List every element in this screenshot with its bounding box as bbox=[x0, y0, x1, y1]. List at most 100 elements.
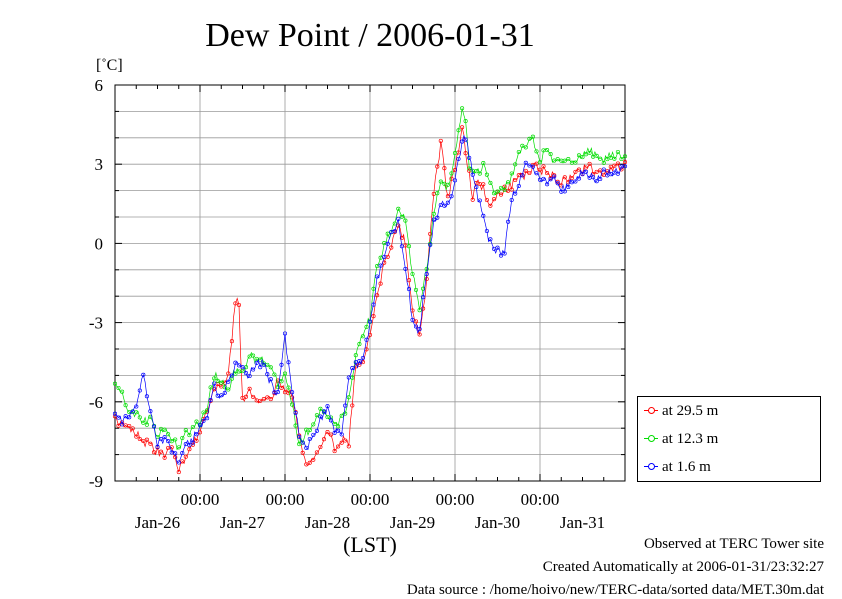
data-point bbox=[591, 175, 596, 180]
data-point bbox=[300, 440, 305, 445]
data-point bbox=[445, 182, 450, 187]
data-point bbox=[141, 438, 146, 444]
y-tick-label: -6 bbox=[89, 393, 103, 412]
data-point bbox=[180, 451, 185, 456]
data-point bbox=[187, 443, 192, 448]
data-point bbox=[222, 385, 227, 390]
chart-title: Dew Point / 2006-01-31 bbox=[205, 17, 535, 54]
data-point bbox=[491, 246, 497, 251]
data-point bbox=[516, 183, 521, 189]
data-point bbox=[141, 372, 146, 377]
data-point bbox=[251, 367, 256, 372]
data-point bbox=[353, 360, 358, 365]
data-point bbox=[392, 229, 397, 234]
data-point bbox=[509, 197, 514, 203]
data-point bbox=[158, 426, 164, 431]
data-point bbox=[406, 287, 412, 292]
data-point bbox=[233, 360, 238, 365]
data-point bbox=[399, 214, 404, 219]
data-point bbox=[399, 235, 404, 241]
data-point bbox=[190, 424, 195, 430]
data-point bbox=[286, 360, 291, 365]
grid-lines bbox=[115, 85, 625, 481]
data-point bbox=[566, 157, 571, 162]
data-point bbox=[208, 398, 213, 403]
data-point bbox=[456, 128, 461, 133]
data-point bbox=[183, 454, 188, 459]
data-point bbox=[134, 404, 139, 409]
data-point bbox=[410, 271, 415, 277]
data-point bbox=[364, 337, 369, 342]
data-point bbox=[413, 324, 419, 329]
data-point bbox=[300, 450, 305, 455]
data-point bbox=[357, 342, 362, 347]
legend-label: at 12.3 m bbox=[662, 430, 719, 447]
data-point bbox=[576, 153, 582, 158]
data-point bbox=[151, 450, 157, 455]
data-point bbox=[583, 165, 589, 170]
data-point bbox=[254, 360, 259, 365]
data-point bbox=[116, 385, 121, 391]
data-point bbox=[435, 164, 440, 169]
data-point bbox=[580, 172, 585, 177]
x-tick-label: 00:00 bbox=[436, 490, 475, 509]
data-point bbox=[332, 430, 337, 435]
data-point bbox=[527, 163, 532, 168]
data-point bbox=[268, 377, 273, 382]
data-point bbox=[318, 444, 323, 450]
data-point bbox=[311, 422, 316, 427]
data-point bbox=[367, 319, 373, 324]
data-point bbox=[371, 286, 376, 291]
data-point bbox=[148, 441, 153, 446]
data-point bbox=[201, 410, 206, 415]
data-point bbox=[251, 353, 256, 358]
data-point bbox=[399, 244, 404, 249]
data-point bbox=[336, 428, 341, 433]
data-point bbox=[325, 404, 330, 409]
data-point bbox=[612, 163, 617, 168]
data-point bbox=[166, 439, 171, 444]
data-point bbox=[371, 302, 376, 307]
data-point bbox=[112, 411, 118, 416]
data-point bbox=[176, 445, 181, 450]
data-point bbox=[498, 253, 504, 258]
data-point bbox=[194, 438, 199, 443]
data-point bbox=[474, 184, 479, 190]
data-point bbox=[428, 231, 433, 236]
data-point bbox=[488, 203, 493, 208]
data-point bbox=[410, 317, 415, 322]
data-point bbox=[509, 187, 514, 192]
data-point bbox=[491, 191, 497, 196]
data-point bbox=[566, 184, 571, 190]
data-point bbox=[562, 175, 567, 180]
data-point bbox=[194, 419, 199, 424]
data-point bbox=[470, 197, 475, 202]
data-point bbox=[484, 228, 489, 234]
day-label: Jan-26 bbox=[135, 513, 180, 532]
data-point bbox=[219, 380, 224, 385]
data-point bbox=[378, 255, 383, 260]
data-point bbox=[460, 125, 465, 130]
data-point bbox=[488, 180, 493, 185]
data-point bbox=[622, 164, 628, 169]
data-point bbox=[601, 167, 606, 172]
data-point bbox=[612, 156, 617, 161]
data-point bbox=[619, 156, 624, 162]
data-point bbox=[233, 301, 238, 306]
legend: at 29.5 m at 12.3 m at 1.6 m bbox=[637, 396, 821, 482]
data-point bbox=[275, 390, 280, 395]
data-point bbox=[229, 373, 234, 378]
data-point bbox=[605, 173, 610, 178]
data-point bbox=[304, 445, 309, 450]
data-point bbox=[258, 365, 263, 370]
data-point bbox=[339, 413, 344, 418]
data-point bbox=[573, 179, 578, 184]
y-tick-label: -3 bbox=[89, 314, 103, 333]
y-axis-label: [˚C] bbox=[96, 57, 123, 74]
data-point bbox=[240, 369, 245, 374]
data-point bbox=[523, 145, 528, 150]
data-point bbox=[601, 160, 606, 165]
data-point bbox=[226, 387, 231, 392]
data-point bbox=[622, 154, 628, 159]
data-point bbox=[173, 451, 178, 456]
